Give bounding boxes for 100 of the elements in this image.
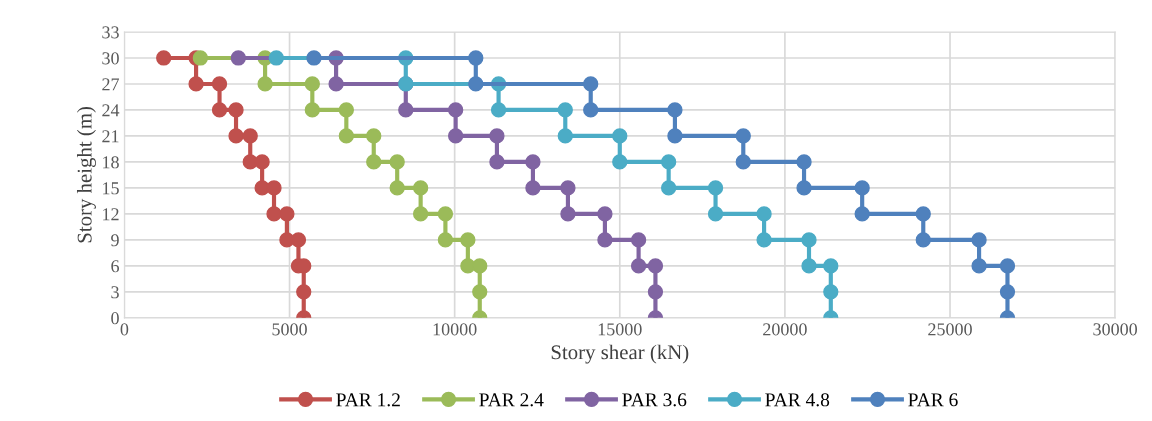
point: [583, 102, 599, 118]
point: [667, 128, 683, 144]
point: [398, 102, 414, 118]
y-tick-label: 30: [102, 52, 119, 65]
point: [413, 180, 429, 196]
point: [661, 154, 677, 170]
y-tick-label: 3: [111, 286, 119, 299]
point: [667, 102, 683, 118]
point: [338, 128, 354, 144]
x-tick-label: 10000: [433, 323, 477, 336]
point: [557, 128, 573, 144]
point: [647, 258, 664, 274]
point: [796, 154, 812, 170]
point: [630, 232, 647, 248]
y-tick-label: 33: [102, 26, 119, 39]
point: [306, 50, 322, 66]
x-tick-label: 0: [120, 323, 129, 336]
x-tick-label: 25000: [928, 323, 972, 336]
point: [525, 180, 541, 196]
point: [915, 232, 931, 248]
point: [192, 50, 209, 66]
point: [268, 50, 284, 66]
point: [437, 206, 454, 222]
point: [560, 206, 576, 222]
point: [557, 102, 573, 118]
legend-label: PAR 4.8: [765, 393, 830, 407]
point: [328, 76, 344, 92]
legend-label: PAR 3.6: [622, 393, 687, 407]
point: [756, 206, 772, 222]
y-tick-label: 27: [102, 78, 120, 91]
legend-label: PAR 1.2: [336, 393, 400, 407]
point: [999, 258, 1016, 274]
point: [915, 206, 931, 222]
point: [242, 128, 258, 144]
point: [156, 50, 172, 66]
point: [389, 180, 405, 196]
point: [796, 180, 812, 196]
x-tick-label: 5000: [272, 323, 307, 336]
point: [489, 128, 505, 144]
point: [472, 284, 488, 300]
x-tick-label: 30000: [1093, 323, 1138, 336]
legend-label: PAR 2.4: [479, 393, 544, 407]
y-tick-label: 21: [102, 130, 119, 143]
point: [228, 128, 244, 144]
point: [188, 76, 204, 92]
y-tick-label: 6: [111, 260, 120, 273]
point: [266, 206, 282, 222]
point: [597, 206, 613, 222]
point: [257, 76, 273, 92]
legend-label: PAR 6: [908, 393, 958, 407]
point: [338, 102, 354, 118]
point: [366, 154, 382, 170]
point: [707, 206, 724, 222]
point: [630, 258, 647, 274]
point: [612, 128, 628, 144]
point: [661, 180, 677, 196]
point: [254, 154, 270, 170]
point: [707, 180, 724, 196]
point: [756, 232, 772, 248]
point: [489, 154, 505, 170]
point: [801, 232, 817, 248]
point: [366, 128, 382, 144]
point: [279, 206, 295, 222]
point: [230, 50, 246, 66]
y-tick-label: 24: [102, 104, 120, 117]
point: [490, 102, 507, 118]
y-tick-label: 15: [103, 182, 119, 195]
point: [448, 128, 464, 144]
point: [854, 180, 870, 196]
y-axis-title: Story height (m): [76, 106, 96, 243]
point: [413, 206, 429, 222]
point: [999, 284, 1016, 300]
point: [801, 258, 817, 274]
point: [854, 206, 870, 222]
y-tick-label: 0: [111, 312, 119, 325]
point: [735, 128, 751, 144]
point: [266, 180, 282, 196]
point: [612, 154, 628, 170]
point: [560, 180, 576, 196]
point: [290, 232, 307, 248]
point: [296, 284, 312, 300]
point: [525, 154, 541, 170]
point: [971, 258, 987, 274]
x-axis-title: Story shear (kN): [551, 344, 689, 364]
x-tick-label: 20000: [763, 323, 807, 336]
point: [211, 76, 228, 92]
point: [304, 76, 320, 92]
point: [389, 154, 405, 170]
point: [971, 232, 987, 248]
point: [460, 232, 476, 248]
point: [211, 102, 228, 118]
point: [472, 258, 488, 274]
point: [228, 102, 244, 118]
point: [304, 102, 320, 118]
point: [735, 154, 751, 170]
point: [823, 258, 839, 274]
y-tick-label: 9: [111, 234, 119, 247]
point: [437, 232, 454, 248]
x-tick-label: 15000: [598, 323, 642, 336]
point: [647, 284, 664, 300]
